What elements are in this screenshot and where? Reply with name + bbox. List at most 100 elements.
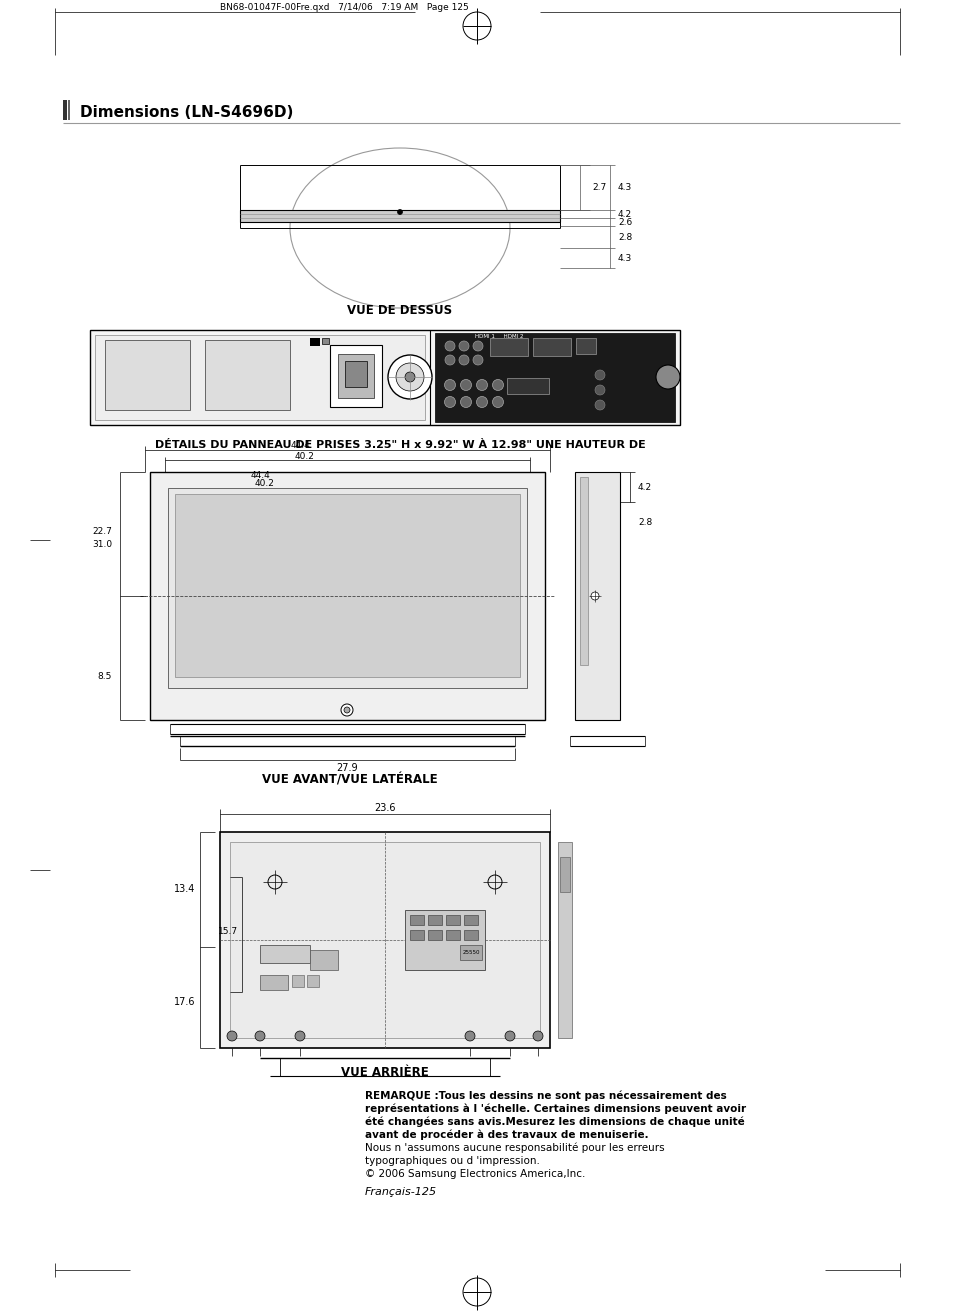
Text: HDMI 1     HDMI 2: HDMI 1 HDMI 2 [475,334,523,338]
Text: VUE ARRIÈRE: VUE ARRIÈRE [341,1065,429,1078]
Circle shape [473,355,482,366]
Text: 40.2: 40.2 [294,451,314,460]
Circle shape [444,355,455,366]
Bar [330,345,381,408]
Bar [174,494,519,677]
Circle shape [388,355,432,398]
Bar [205,341,290,410]
Circle shape [397,209,402,214]
Text: 4.2: 4.2 [638,483,652,492]
Circle shape [492,397,503,408]
Circle shape [444,397,455,408]
Text: 23.6: 23.6 [374,803,395,813]
Circle shape [656,366,679,389]
Text: 25550: 25550 [462,951,479,956]
Circle shape [444,380,455,391]
Circle shape [344,707,350,713]
Bar [90,330,679,425]
Text: 40.2: 40.2 [254,479,274,488]
Text: 17.6: 17.6 [173,997,194,1007]
Circle shape [476,380,487,391]
Text: 2.8: 2.8 [638,518,652,526]
Circle shape [476,397,487,408]
Text: VUE DE DESSUS: VUE DE DESSUS [347,304,452,317]
Circle shape [340,704,353,715]
Bar [435,333,675,422]
Bar [575,472,619,721]
Bar [260,974,288,990]
Bar [463,915,477,924]
Bar [579,477,587,665]
Bar [310,338,319,346]
Circle shape [504,1031,515,1041]
Circle shape [227,1031,236,1041]
Bar [240,210,559,222]
Text: 31.0: 31.0 [91,539,112,548]
Bar [337,354,374,398]
Circle shape [590,592,598,600]
Bar [322,338,329,345]
Bar [410,915,423,924]
Text: Dimensions (LN-S4696D): Dimensions (LN-S4696D) [80,104,294,120]
Text: VUE AVANT/VUE LATÉRALE: VUE AVANT/VUE LATÉRALE [262,773,437,786]
Bar [463,930,477,940]
Bar [150,472,544,721]
Circle shape [473,341,482,351]
Bar [428,915,441,924]
Bar [405,910,484,970]
Bar [95,335,424,419]
Text: représentations à l 'échelle. Certaines dimensions peuvent avoir: représentations à l 'échelle. Certaines … [365,1103,745,1114]
Text: 4.2: 4.2 [618,209,632,218]
Bar [220,832,550,1048]
Text: Français-125: Français-125 [365,1187,436,1197]
Bar [576,338,596,354]
Bar [105,341,190,410]
Bar [559,857,569,892]
Circle shape [294,1031,305,1041]
Circle shape [464,1031,475,1041]
Circle shape [595,370,604,380]
Text: 4.3: 4.3 [618,254,632,263]
Text: BN68-01047F-00Fre.qxd   7/14/06   7:19 AM   Page 125: BN68-01047F-00Fre.qxd 7/14/06 7:19 AM Pa… [220,3,468,12]
Bar [490,338,527,356]
Bar [558,842,572,1038]
Bar [446,915,459,924]
Circle shape [458,341,469,351]
Text: 13.4: 13.4 [173,884,194,894]
Text: 8.5: 8.5 [97,672,112,680]
Bar [168,488,526,688]
Circle shape [533,1031,542,1041]
Bar [428,930,441,940]
Circle shape [405,372,415,381]
Circle shape [492,380,503,391]
Circle shape [458,355,469,366]
Bar [310,949,337,970]
Circle shape [595,385,604,394]
Bar [345,362,367,387]
Text: été changées sans avis.Mesurez les dimensions de chaque unité: été changées sans avis.Mesurez les dimen… [365,1116,744,1127]
Bar [459,945,481,960]
Bar [533,338,571,356]
Text: 44.4: 44.4 [290,441,310,450]
Circle shape [460,380,471,391]
Text: 2.6: 2.6 [618,217,632,226]
Text: typographiques ou d 'impression.: typographiques ou d 'impression. [365,1156,539,1166]
Text: avant de procéder à des travaux de menuiserie.: avant de procéder à des travaux de menui… [365,1130,648,1140]
Text: 2.7: 2.7 [592,183,605,192]
Bar [410,930,423,940]
Circle shape [460,397,471,408]
Bar [63,100,67,120]
Circle shape [395,363,423,391]
Bar [307,974,318,988]
Text: Nous n 'assumons aucune responsabilité pour les erreurs: Nous n 'assumons aucune responsabilité p… [365,1143,664,1153]
Text: 15.7: 15.7 [217,927,237,936]
Text: REMARQUE :Tous les dessins ne sont pas nécessairement des: REMARQUE :Tous les dessins ne sont pas n… [365,1090,726,1101]
Text: 44.4: 44.4 [250,471,270,480]
Bar [68,100,70,120]
Circle shape [444,341,455,351]
Bar [230,842,539,1038]
Bar [506,377,548,394]
Circle shape [254,1031,265,1041]
Bar [292,974,304,988]
Text: 22.7: 22.7 [92,526,112,535]
